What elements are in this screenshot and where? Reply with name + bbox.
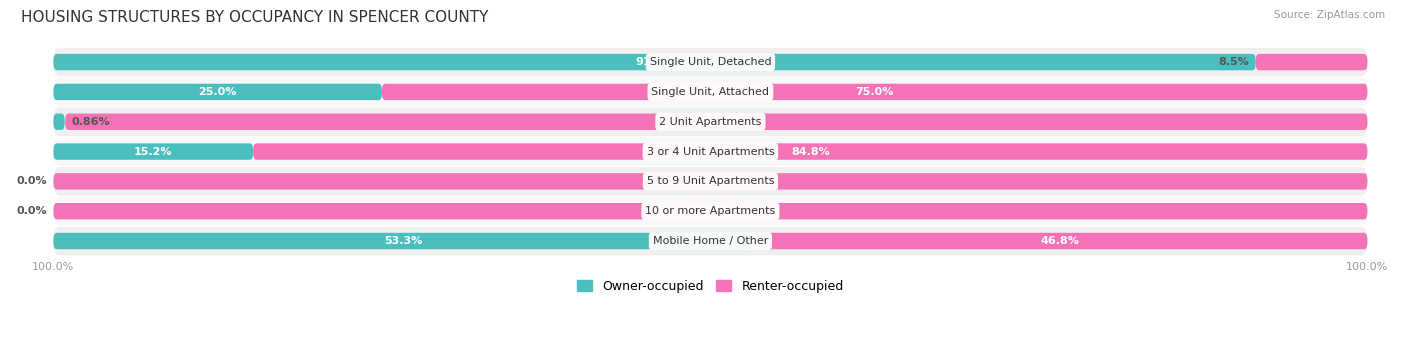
Text: Single Unit, Detached: Single Unit, Detached	[650, 57, 772, 67]
Text: 100.0%: 100.0%	[688, 206, 734, 216]
FancyBboxPatch shape	[53, 233, 754, 249]
FancyBboxPatch shape	[53, 48, 1368, 76]
Text: 0.0%: 0.0%	[17, 206, 46, 216]
Text: 99.1%: 99.1%	[697, 117, 735, 127]
Text: 84.8%: 84.8%	[792, 147, 830, 157]
Legend: Owner-occupied, Renter-occupied: Owner-occupied, Renter-occupied	[572, 275, 849, 298]
FancyBboxPatch shape	[1256, 54, 1368, 70]
FancyBboxPatch shape	[53, 137, 1368, 166]
Text: HOUSING STRUCTURES BY OCCUPANCY IN SPENCER COUNTY: HOUSING STRUCTURES BY OCCUPANCY IN SPENC…	[21, 10, 488, 25]
FancyBboxPatch shape	[53, 84, 382, 100]
Text: Single Unit, Attached: Single Unit, Attached	[651, 87, 769, 97]
Text: 8.5%: 8.5%	[1219, 57, 1249, 67]
FancyBboxPatch shape	[53, 107, 1368, 136]
Text: 0.86%: 0.86%	[72, 117, 110, 127]
Text: 10 or more Apartments: 10 or more Apartments	[645, 206, 776, 216]
FancyBboxPatch shape	[53, 78, 1368, 106]
Text: 15.2%: 15.2%	[134, 147, 173, 157]
Text: 46.8%: 46.8%	[1040, 236, 1080, 246]
Text: 0.0%: 0.0%	[17, 176, 46, 187]
Text: 91.5%: 91.5%	[636, 57, 673, 67]
Text: Mobile Home / Other: Mobile Home / Other	[652, 236, 768, 246]
FancyBboxPatch shape	[53, 203, 1368, 219]
FancyBboxPatch shape	[53, 143, 253, 160]
FancyBboxPatch shape	[53, 227, 1368, 255]
Text: 75.0%: 75.0%	[855, 87, 894, 97]
FancyBboxPatch shape	[65, 114, 1368, 130]
Text: 25.0%: 25.0%	[198, 87, 236, 97]
Text: 3 or 4 Unit Apartments: 3 or 4 Unit Apartments	[647, 147, 775, 157]
FancyBboxPatch shape	[382, 84, 1368, 100]
FancyBboxPatch shape	[53, 54, 1256, 70]
Text: 53.3%: 53.3%	[384, 236, 423, 246]
FancyBboxPatch shape	[53, 173, 1368, 190]
FancyBboxPatch shape	[752, 233, 1368, 249]
FancyBboxPatch shape	[53, 114, 65, 130]
Text: 2 Unit Apartments: 2 Unit Apartments	[659, 117, 762, 127]
FancyBboxPatch shape	[253, 143, 1368, 160]
Text: 5 to 9 Unit Apartments: 5 to 9 Unit Apartments	[647, 176, 775, 187]
Text: 100.0%: 100.0%	[688, 176, 734, 187]
FancyBboxPatch shape	[53, 167, 1368, 196]
FancyBboxPatch shape	[53, 197, 1368, 225]
Text: Source: ZipAtlas.com: Source: ZipAtlas.com	[1274, 10, 1385, 20]
